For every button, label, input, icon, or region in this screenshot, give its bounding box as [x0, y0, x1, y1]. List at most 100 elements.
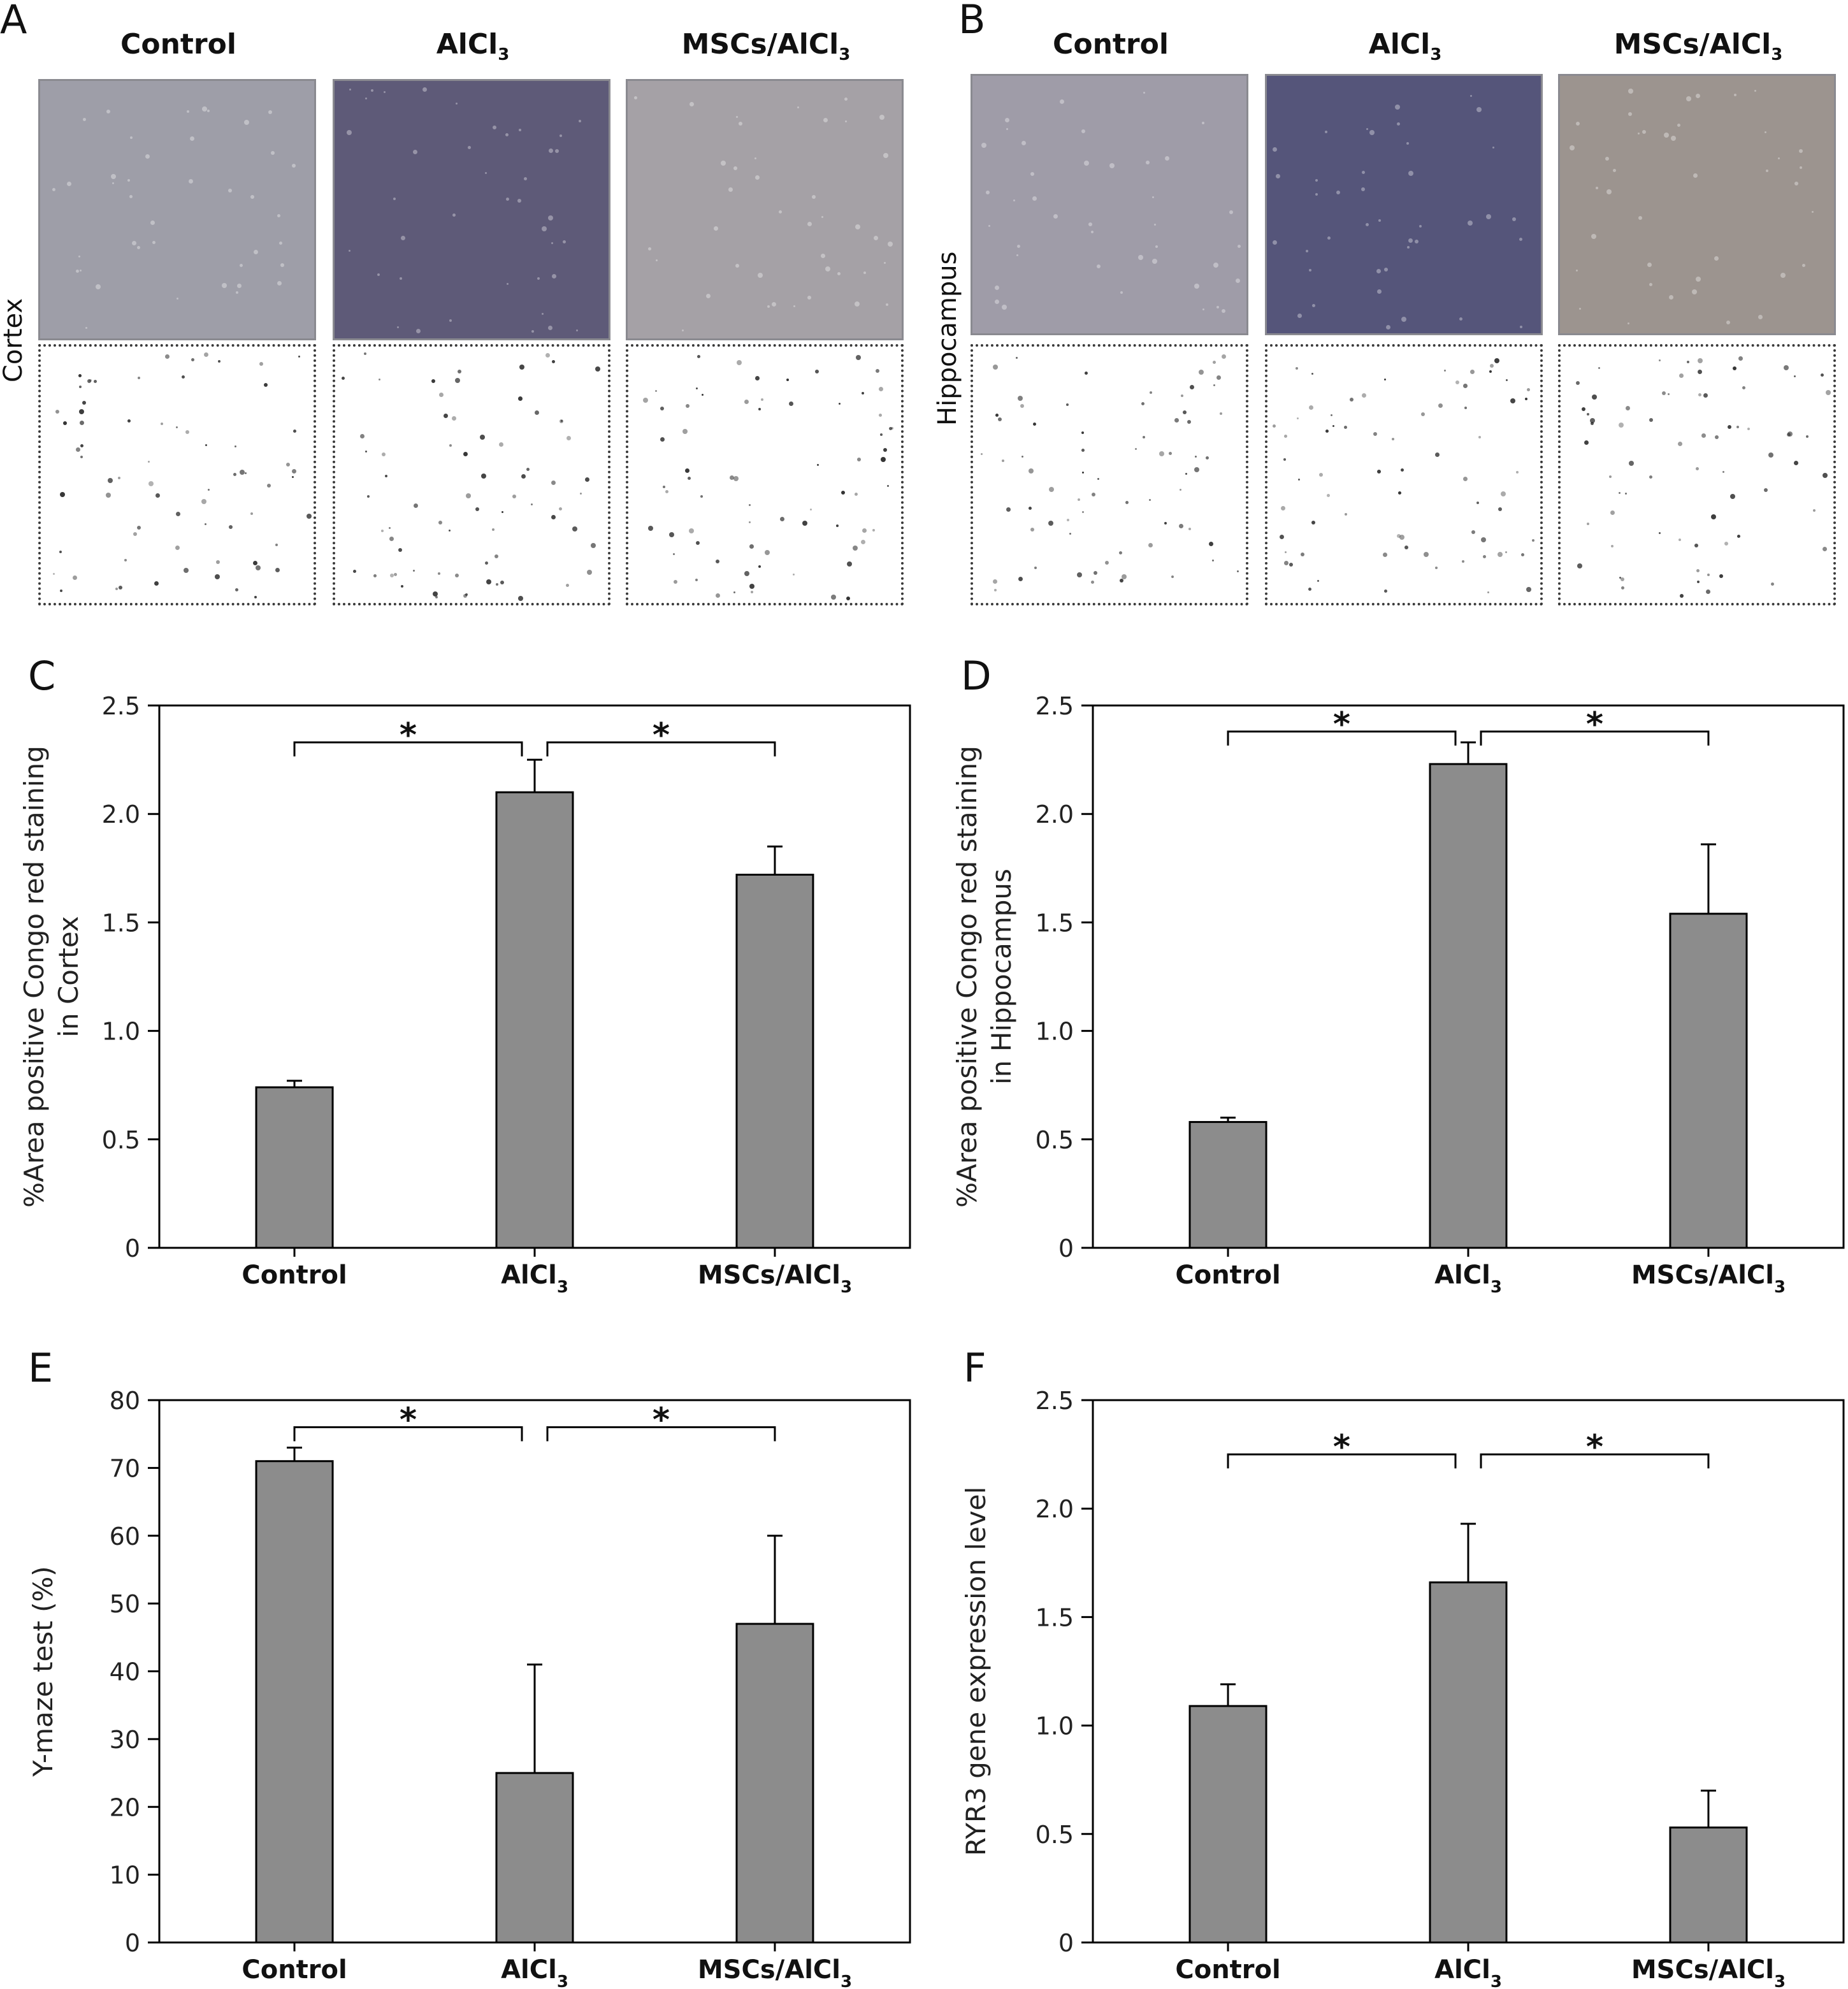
- stain-dot: [682, 429, 688, 434]
- tissue-speck: [67, 182, 71, 186]
- stain-dot: [1733, 366, 1736, 370]
- stain-dot: [438, 521, 442, 524]
- stain-dot: [685, 468, 689, 473]
- stain-dot: [580, 493, 582, 495]
- stain-dot: [1435, 452, 1440, 457]
- x-tick-label: Control: [242, 1261, 347, 1290]
- stain-dot: [1345, 513, 1347, 516]
- thresholded-image-hippocampus-alcl3: [1265, 344, 1543, 605]
- tissue-speck: [542, 313, 544, 315]
- stain-dot: [879, 387, 883, 391]
- significance-bracket: [1480, 730, 1710, 746]
- micrograph-cortex-alcl3: [333, 79, 610, 340]
- tissue-speck: [1306, 250, 1308, 252]
- stain-dot: [749, 584, 754, 589]
- stain-dot: [1020, 404, 1024, 408]
- tissue-speck: [1088, 222, 1092, 226]
- stain-dot: [1521, 553, 1524, 556]
- stain-dot: [1078, 498, 1080, 501]
- tissue-speck: [452, 213, 456, 217]
- stain-dot: [789, 401, 793, 406]
- stain-dot: [463, 452, 468, 456]
- stain-dot: [1297, 417, 1299, 419]
- stain-dot: [365, 451, 367, 452]
- stain-dot: [559, 419, 563, 423]
- column-header-mscs-alcl3-b: MSCs/AlCl3: [1613, 28, 1783, 64]
- micrograph-hippocampus-control: [971, 74, 1248, 335]
- bar-chart-c: 0 0.5 1.0 1.5 2.0 2.5 %Area positive Congo red…: [18, 692, 911, 1297]
- stain-dot: [1498, 552, 1503, 557]
- stain-dot: [475, 507, 479, 511]
- stain-dot: [76, 447, 80, 452]
- tissue-speck: [837, 272, 841, 275]
- tissue-speck: [886, 303, 888, 306]
- stain-dot: [587, 570, 592, 575]
- bar: [1188, 1705, 1267, 1944]
- tissue-speck: [1780, 273, 1786, 278]
- stain-dot: [435, 596, 438, 598]
- tissue-speck: [844, 98, 848, 101]
- tissue-speck: [1800, 166, 1802, 169]
- tissue-speck: [1408, 238, 1413, 243]
- tissue-speck: [1238, 245, 1241, 248]
- tissue-speck: [1366, 223, 1369, 226]
- tissue-speck: [1229, 210, 1233, 214]
- tissue-speck: [254, 250, 258, 254]
- x-tick-label: Control: [242, 1955, 347, 1985]
- stain-dot: [184, 568, 189, 573]
- tissue-speck: [222, 283, 227, 288]
- stain-dot: [1344, 426, 1347, 429]
- stain-dot: [1289, 563, 1293, 567]
- tissue-speck: [365, 98, 367, 99]
- stain-dot: [1619, 423, 1624, 428]
- stain-dot: [218, 360, 220, 363]
- y-tick-label: 2.0: [1036, 1495, 1074, 1523]
- stain-dot: [1768, 452, 1773, 458]
- stain-dot: [1069, 533, 1071, 535]
- stain-dot: [1476, 502, 1479, 504]
- tissue-speck: [83, 118, 86, 121]
- stain-dot: [364, 352, 366, 355]
- stain-dot: [1006, 507, 1011, 512]
- stain-dot: [63, 421, 67, 425]
- tissue-speck: [1309, 269, 1311, 271]
- tissue-speck: [812, 195, 816, 199]
- tissue-speck: [1002, 305, 1007, 310]
- tissue-speck: [145, 154, 150, 159]
- stain-dot: [1125, 501, 1129, 504]
- stain-dot: [551, 515, 556, 519]
- x-tick-label: MSCs/AlCl3: [698, 1955, 852, 1989]
- tissue-speck: [1596, 187, 1598, 189]
- stain-dot: [880, 433, 883, 436]
- tissue-speck: [1154, 224, 1156, 226]
- y-tick-label: 40: [110, 1658, 140, 1686]
- stain-dot: [1034, 567, 1037, 569]
- tissue-speck: [1361, 187, 1365, 191]
- tissue-speck: [728, 187, 733, 192]
- stain-dot: [1284, 435, 1287, 438]
- stain-dot: [60, 589, 62, 592]
- tissue-speck: [821, 216, 823, 218]
- stain-dot: [551, 481, 556, 485]
- tissue-speck: [733, 166, 737, 170]
- stain-dot: [1373, 432, 1377, 436]
- stain-dot: [1527, 388, 1530, 391]
- stain-dot: [161, 423, 163, 425]
- stain-dot: [700, 495, 703, 498]
- stain-dot: [1350, 398, 1354, 401]
- tissue-speck: [797, 106, 799, 108]
- stain-dot: [1698, 358, 1703, 363]
- stain-dot: [353, 570, 356, 573]
- stain-dot: [1392, 438, 1394, 440]
- tissue-speck: [1273, 147, 1277, 152]
- stain-dot: [1174, 418, 1179, 423]
- tissue-speck: [1468, 221, 1473, 226]
- tissue-speck: [1579, 308, 1581, 310]
- stain-dot: [1464, 407, 1467, 409]
- tissue-speck: [1492, 147, 1494, 148]
- stain-dot: [559, 507, 562, 510]
- stain-dot: [154, 581, 159, 586]
- stain-dot: [480, 435, 485, 440]
- stain-dot: [1280, 535, 1284, 539]
- tissue-speck: [202, 106, 207, 112]
